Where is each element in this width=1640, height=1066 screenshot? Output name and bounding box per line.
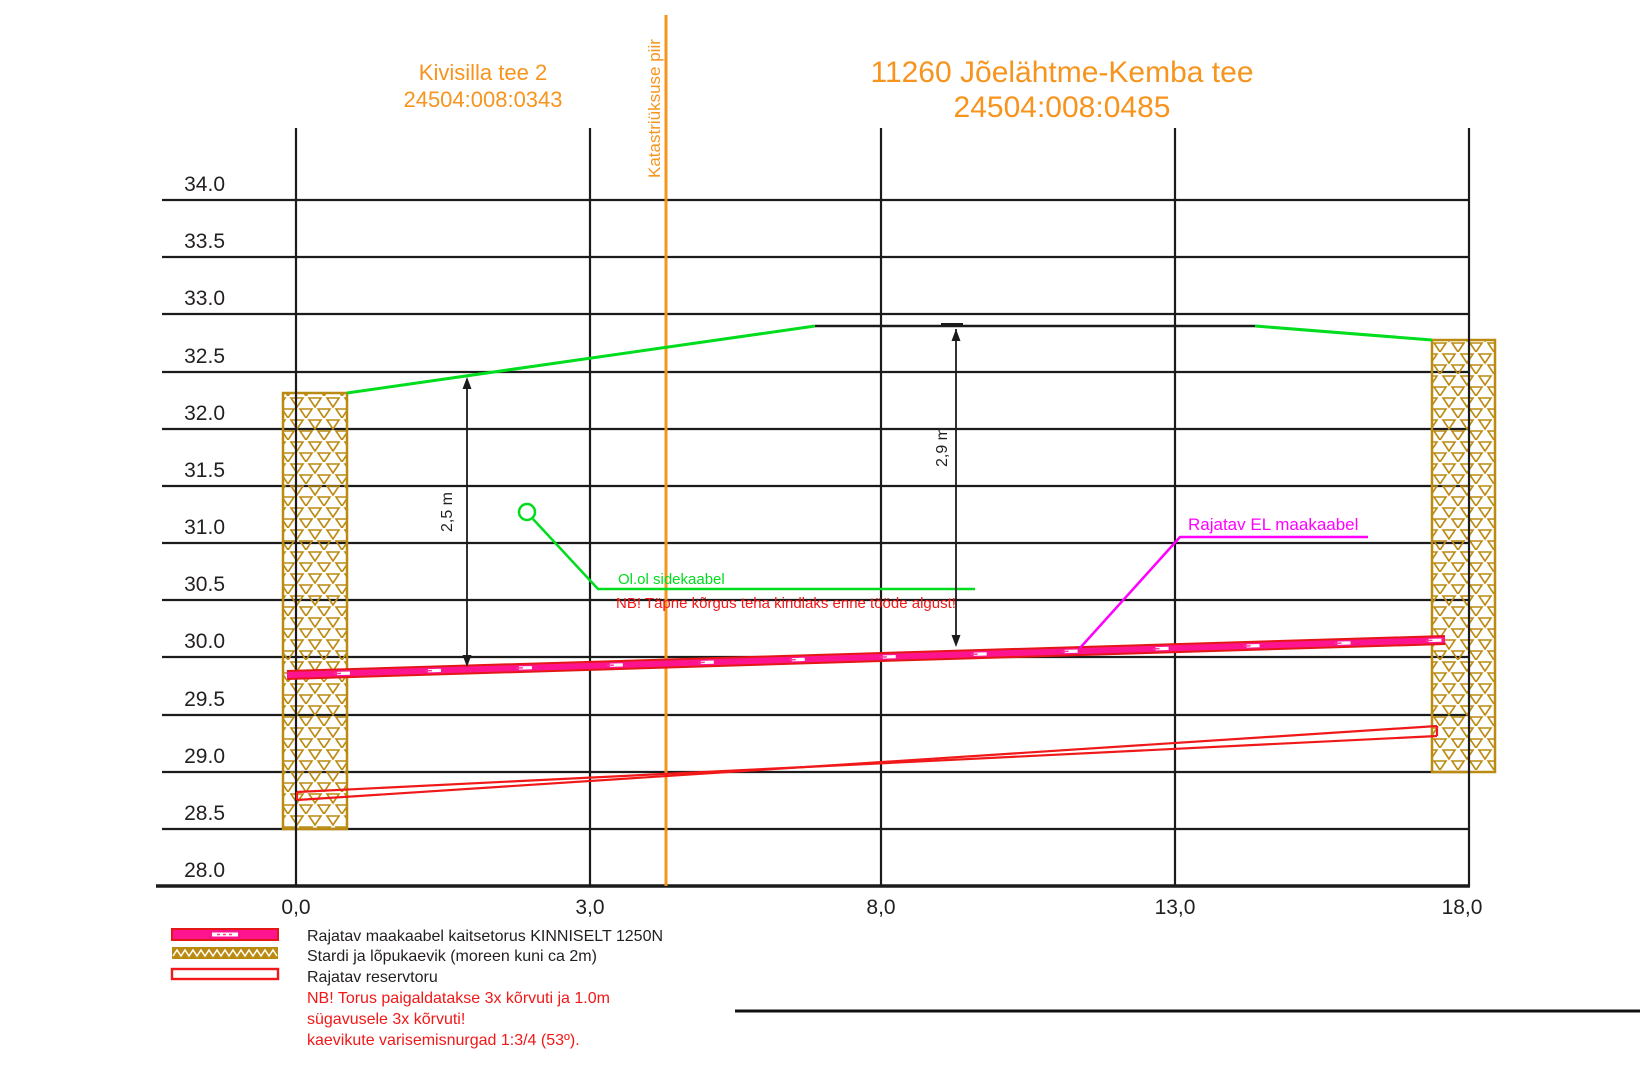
end-pit-hatch [1430, 338, 1497, 774]
dimension-right-label: 2,9 m [934, 427, 951, 467]
maakaabel-kaitsetorus-line [286, 635, 1446, 680]
legend-label-kaitsetorus: Rajatav maakaabel kaitsetorus KINNISELT … [307, 928, 663, 945]
legend: Rajatav maakaabel kaitsetorus KINNISELT … [170, 928, 663, 1049]
legend-swatch-kaitsetorus [171, 928, 279, 941]
x-tick: 3,0 [575, 896, 604, 919]
x-tick: 13,0 [1155, 896, 1196, 919]
cadastral-boundary-label: Katastriüksuse piir [645, 39, 664, 178]
x-tick: 8,0 [866, 896, 895, 919]
sidekaabel-marker [517, 502, 537, 522]
x-tick: 18,0 [1442, 896, 1483, 919]
start-pit-hatch [281, 391, 349, 831]
x-tick: 0,0 [281, 896, 310, 919]
legend-notes: NB! Torus paigaldatakse 3x kõrvuti ja 1.… [307, 990, 610, 1049]
legend-note-3: kaevikute varisemisnurgad 1:3/4 (53º). [307, 1032, 580, 1049]
y-axis-labels: 34.0 33.5 33.0 32.5 32.0 31.5 31.0 30.5 … [184, 173, 225, 882]
vertical-gridlines [294, 128, 1471, 886]
parcel-left-title: Kivisilla tee 2 24504:008:0343 [403, 60, 562, 112]
legend-label-kaevik: Stardi ja lõpukaevik (moreen kuni ca 2m) [307, 948, 597, 965]
y-tick: 32.0 [184, 402, 225, 425]
el-maakaabel-leader [1079, 535, 1368, 649]
y-tick: 34.0 [184, 173, 225, 196]
parcel-left-line2: 24504:008:0343 [403, 87, 562, 112]
main-title-line1: 11260 Jõelähtme-Kemba tee [870, 56, 1253, 89]
legend-note-1: NB! Torus paigaldatakse 3x kõrvuti ja 1.… [307, 990, 610, 1007]
y-tick: 33.0 [184, 287, 225, 310]
dimension-left: 2,5 m [439, 377, 472, 667]
sidekaabel-leader [532, 518, 975, 591]
dimension-right: 2,9 m [934, 323, 963, 647]
dimension-left-label: 2,5 m [439, 492, 456, 532]
y-tick: 30.0 [184, 630, 225, 653]
y-tick: 30.5 [184, 573, 225, 596]
legend-swatch-reservtoru [170, 967, 280, 981]
ground-surface-line [346, 324, 1433, 395]
reservtoru-lines [295, 724, 1439, 802]
legend-labels: Rajatav maakaabel kaitsetorus KINNISELT … [307, 928, 663, 986]
y-tick: 31.5 [184, 459, 225, 482]
y-tick: 29.0 [184, 745, 225, 768]
sidekaabel-warning: NB! Täpne kõrgus teha kindlaks enne tööd… [616, 595, 956, 612]
x-axis-labels: 0,0 3,0 8,0 13,0 18,0 [281, 896, 1482, 919]
y-tick: 33.5 [184, 230, 225, 253]
horizontal-gridlines [156, 198, 1470, 888]
legend-swatch-kaevik [172, 947, 278, 959]
parcel-left-line1: Kivisilla tee 2 [419, 60, 547, 85]
y-tick: 28.5 [184, 802, 225, 825]
main-title: 11260 Jõelähtme-Kemba tee 24504:008:0485 [870, 56, 1253, 124]
y-tick: 28.0 [184, 859, 225, 882]
main-title-line2: 24504:008:0485 [954, 91, 1171, 124]
y-tick: 29.5 [184, 688, 225, 711]
y-tick: 32.5 [184, 345, 225, 368]
legend-note-2: sügavusele 3x kõrvuti! [307, 1011, 465, 1028]
sidekaabel-label: Ol.ol sidekaabel [618, 571, 725, 588]
y-tick: 31.0 [184, 516, 225, 539]
legend-label-reservtoru: Rajatav reservtoru [307, 969, 438, 986]
el-maakaabel-label: Rajatav EL maakaabel [1188, 515, 1358, 534]
